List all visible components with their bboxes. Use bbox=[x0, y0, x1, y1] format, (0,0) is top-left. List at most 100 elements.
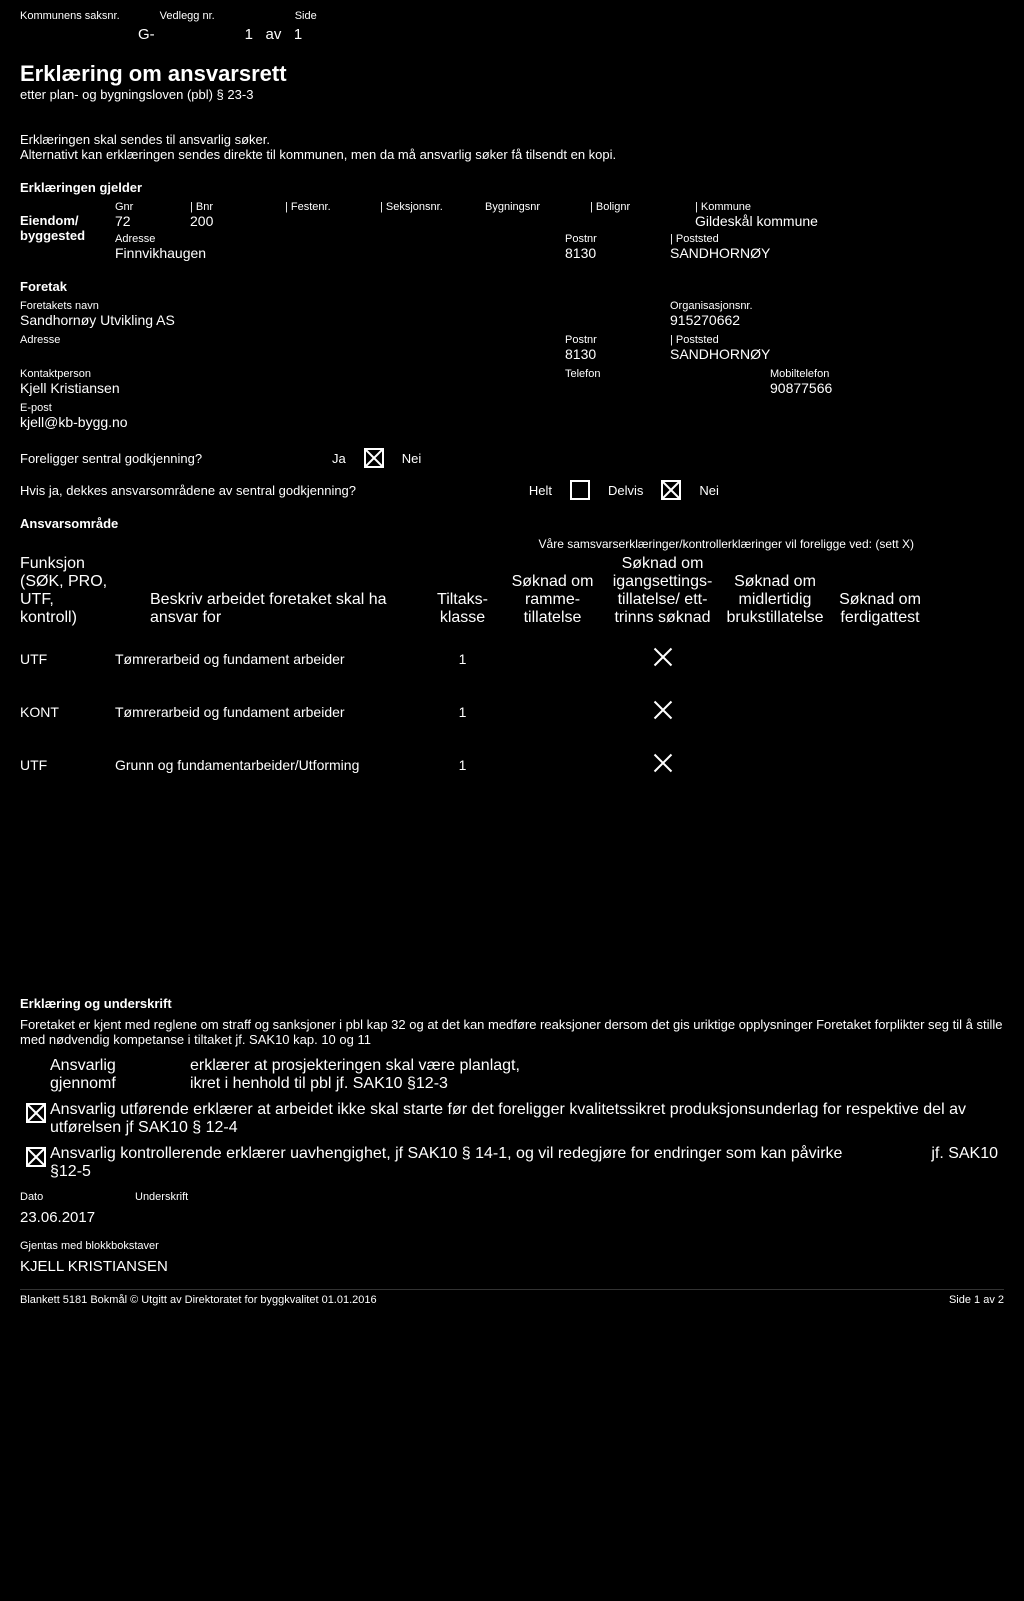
foretak-postnr: 8130 bbox=[565, 346, 670, 362]
decl3: Ansvarlig kontrollerende erklærer uavhen… bbox=[20, 1145, 1004, 1181]
foretak-navn-label: Foretakets navn bbox=[20, 300, 670, 312]
sig-labels: Dato Underskrift bbox=[20, 1191, 1004, 1203]
col-s2: Søknad om igangsettings-tillatelse/ ett-… bbox=[605, 555, 720, 627]
q1-nei-checkbox[interactable] bbox=[364, 448, 384, 468]
row0-klasse: 1 bbox=[425, 651, 500, 667]
row0-funk: UTF bbox=[20, 651, 115, 667]
kontakt-value: Kjell Kristiansen bbox=[20, 380, 565, 396]
vedlegg-label: Vedlegg nr. bbox=[160, 10, 215, 22]
row2-x-icon bbox=[653, 753, 673, 773]
gjentas-value: KJELL KRISTIANSEN bbox=[20, 1258, 1004, 1275]
bolignr-label: | Bolignr bbox=[590, 201, 695, 213]
row2-besk: Grunn og fundamentarbeider/Utforming bbox=[115, 757, 425, 773]
mobil-label: Mobiltelefon bbox=[770, 368, 832, 380]
page-subtitle: etter plan- og bygningsloven (pbl) § 23-… bbox=[20, 87, 1004, 102]
q2-helt: Helt bbox=[452, 483, 552, 498]
foretak-block: Foretakets navnSandhornøy Utvikling AS O… bbox=[20, 300, 1004, 430]
telefon-label: Telefon bbox=[565, 368, 770, 380]
gnr-value: 72 bbox=[115, 213, 190, 229]
gnr-label: Gnr bbox=[115, 201, 190, 213]
side-label: Side bbox=[295, 10, 317, 22]
saksnr-label: Kommunens saksnr. bbox=[20, 10, 120, 22]
q2-delvis: Delvis bbox=[608, 483, 643, 498]
foretak-adresse-label: Adresse bbox=[20, 334, 565, 346]
poststed-label: | Poststed bbox=[670, 233, 855, 245]
bnr-value: 200 bbox=[190, 213, 285, 229]
q1-ja: Ja bbox=[332, 451, 346, 466]
decl2-checkbox[interactable] bbox=[26, 1103, 46, 1123]
eiendom-label: Eiendom/ byggested bbox=[20, 201, 115, 261]
foretak-postnr-label: Postnr bbox=[565, 334, 670, 346]
samsvar-note: Våre samsvarserklæringer/kontrollerklæri… bbox=[20, 537, 1004, 551]
orgnr-value: 915270662 bbox=[670, 312, 753, 328]
vedlegg-value: G- bbox=[138, 26, 155, 43]
kommune-label: | Kommune bbox=[695, 201, 880, 213]
footer-right: Side 1 av 2 bbox=[949, 1294, 1004, 1306]
postnr-value: 8130 bbox=[565, 245, 670, 261]
row0-x-icon bbox=[653, 647, 673, 667]
kontakt-label: Kontaktperson bbox=[20, 368, 565, 380]
ansvar-row: UTF Grunn og fundamentarbeider/Utforming… bbox=[20, 753, 1004, 776]
row1-besk: Tømrerarbeid og fundament arbeider bbox=[115, 704, 425, 720]
dato-label: Dato bbox=[20, 1191, 135, 1203]
page-title: Erklæring om ansvarsrett bbox=[20, 61, 1004, 87]
col-tiltak: Tiltaks-klasse bbox=[425, 591, 500, 627]
foretak-title: Foretak bbox=[20, 279, 1004, 294]
gjelder-title: Erklæringen gjelder bbox=[20, 180, 1004, 195]
q2-nei-checkbox[interactable] bbox=[661, 480, 681, 500]
q2-row: Hvis ja, dekkes ansvarsområdene av sentr… bbox=[20, 480, 1004, 500]
decl3-checkbox[interactable] bbox=[26, 1147, 46, 1167]
ansvar-title: Ansvarsområde bbox=[20, 516, 1004, 531]
side-value: 1 av 1 bbox=[245, 26, 303, 43]
foretak-poststed: SANDHORNØY bbox=[670, 346, 770, 362]
epost-value: kjell@kb-bygg.no bbox=[20, 414, 128, 430]
col-s3: Søknad om midlertidig brukstillatelse bbox=[720, 573, 830, 627]
q1-nei: Nei bbox=[402, 451, 422, 466]
ansvar-row: UTF Tømrerarbeid og fundament arbeider 1 bbox=[20, 647, 1004, 670]
kommune-value: Gildeskål kommune bbox=[695, 213, 880, 229]
orgnr-label: Organisasjonsnr. bbox=[670, 300, 753, 312]
mobil-value: 90877566 bbox=[770, 380, 832, 396]
ansvar-row: KONT Tømrerarbeid og fundament arbeider … bbox=[20, 700, 1004, 723]
footer: Blankett 5181 Bokmål © Utgitt av Direkto… bbox=[20, 1289, 1004, 1306]
row2-klasse: 1 bbox=[425, 757, 500, 773]
bnr-label: | Bnr bbox=[190, 201, 285, 213]
row0-besk: Tømrerarbeid og fundament arbeider bbox=[115, 651, 425, 667]
row1-funk: KONT bbox=[20, 704, 115, 720]
sign-p1: Foretaket er kjent med reglene om straff… bbox=[20, 1017, 1004, 1047]
decl1: Ansvarligerklærer at prosjekteringen ska… bbox=[20, 1057, 1004, 1093]
adresse-value: Finnvikhaugen bbox=[115, 245, 565, 261]
postnr-label: Postnr bbox=[565, 233, 670, 245]
q1-row: Foreligger sentral godkjenning? Ja Nei bbox=[20, 448, 1004, 468]
col-s4: Søknad om ferdigattest bbox=[830, 591, 930, 627]
epost-label: E-post bbox=[20, 402, 128, 414]
ansvar-header-row: Funksjon (SØK, PRO, UTF, kontroll) Beskr… bbox=[20, 555, 1004, 627]
dato-value: 23.06.2017 bbox=[20, 1209, 1004, 1226]
col-funksjon: Funksjon (SØK, PRO, UTF, kontroll) bbox=[20, 555, 115, 627]
row2-funk: UTF bbox=[20, 757, 115, 773]
header-labels: Kommunens saksnr. Vedlegg nr. Side bbox=[20, 10, 1004, 22]
eiendom-block: Eiendom/ byggested Gnr72 | Bnr200 | Fest… bbox=[20, 201, 1004, 261]
bygnr-label: Bygningsnr bbox=[485, 201, 590, 213]
q2-delvis-checkbox[interactable] bbox=[570, 480, 590, 500]
q1-text: Foreligger sentral godkjenning? bbox=[20, 451, 320, 466]
row1-klasse: 1 bbox=[425, 704, 500, 720]
col-beskriv: Beskriv arbeidet foretaket skal ha ansva… bbox=[115, 591, 425, 627]
col-s1: Søknad om ramme-tillatelse bbox=[500, 573, 605, 627]
q2-nei: Nei bbox=[699, 483, 719, 498]
decl2: Ansvarlig utførende erklærer at arbeidet… bbox=[20, 1101, 1004, 1137]
poststed-value: SANDHORNØY bbox=[670, 245, 855, 261]
header-values: G- 1 av 1 bbox=[20, 26, 1004, 43]
adresse-label: Adresse bbox=[115, 233, 565, 245]
intro-text: Erklæringen skal sendes til ansvarlig sø… bbox=[20, 132, 1004, 162]
gjentas-label: Gjentas med blokkbokstaver bbox=[20, 1240, 1004, 1252]
festenr-label: | Festenr. bbox=[285, 201, 380, 213]
foretak-navn: Sandhornøy Utvikling AS bbox=[20, 312, 670, 328]
foretak-poststed-label: | Poststed bbox=[670, 334, 770, 346]
footer-left: Blankett 5181 Bokmål © Utgitt av Direkto… bbox=[20, 1294, 377, 1306]
row1-x-icon bbox=[653, 700, 673, 720]
sign-title: Erklæring og underskrift bbox=[20, 996, 1004, 1011]
seksjon-label: | Seksjonsnr. bbox=[380, 201, 485, 213]
form-page: Kommunens saksnr. Vedlegg nr. Side G- 1 … bbox=[0, 0, 1024, 1326]
q2-text: Hvis ja, dekkes ansvarsområdene av sentr… bbox=[20, 483, 440, 498]
